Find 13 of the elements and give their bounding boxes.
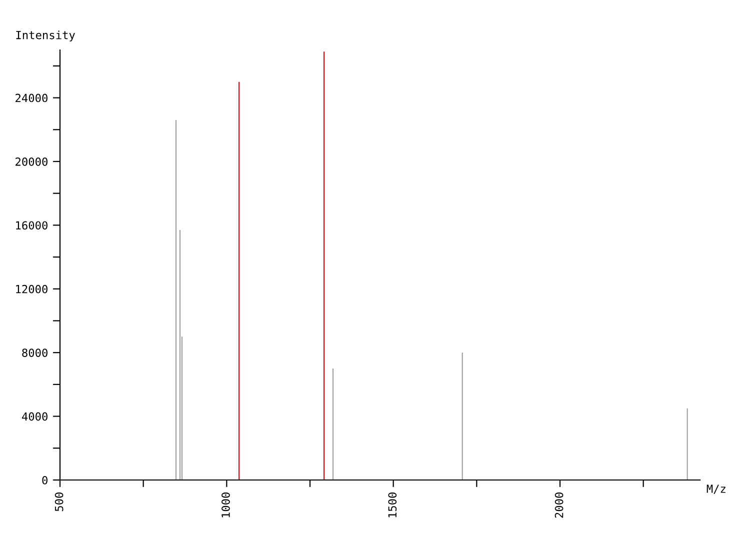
y-tick-label: 0 [42,476,48,484]
y-tick-label: 4000 [22,412,48,421]
x-tick-label: 1500 [388,492,397,518]
y-tick-label: 12000 [16,284,48,294]
y-tick-label: 24000 [16,94,48,102]
x-tick-label: 1000 [222,492,230,518]
x-tick-label: 2000 [554,492,564,518]
y-axis-title: Intensity [16,30,75,42]
y-tick-label: 16000 [16,221,48,230]
x-axis-title: M/z [706,484,726,494]
y-tick-label: 8000 [22,348,48,357]
x-tick-label: 500 [54,492,64,512]
y-tick-label: 20000 [16,157,48,166]
